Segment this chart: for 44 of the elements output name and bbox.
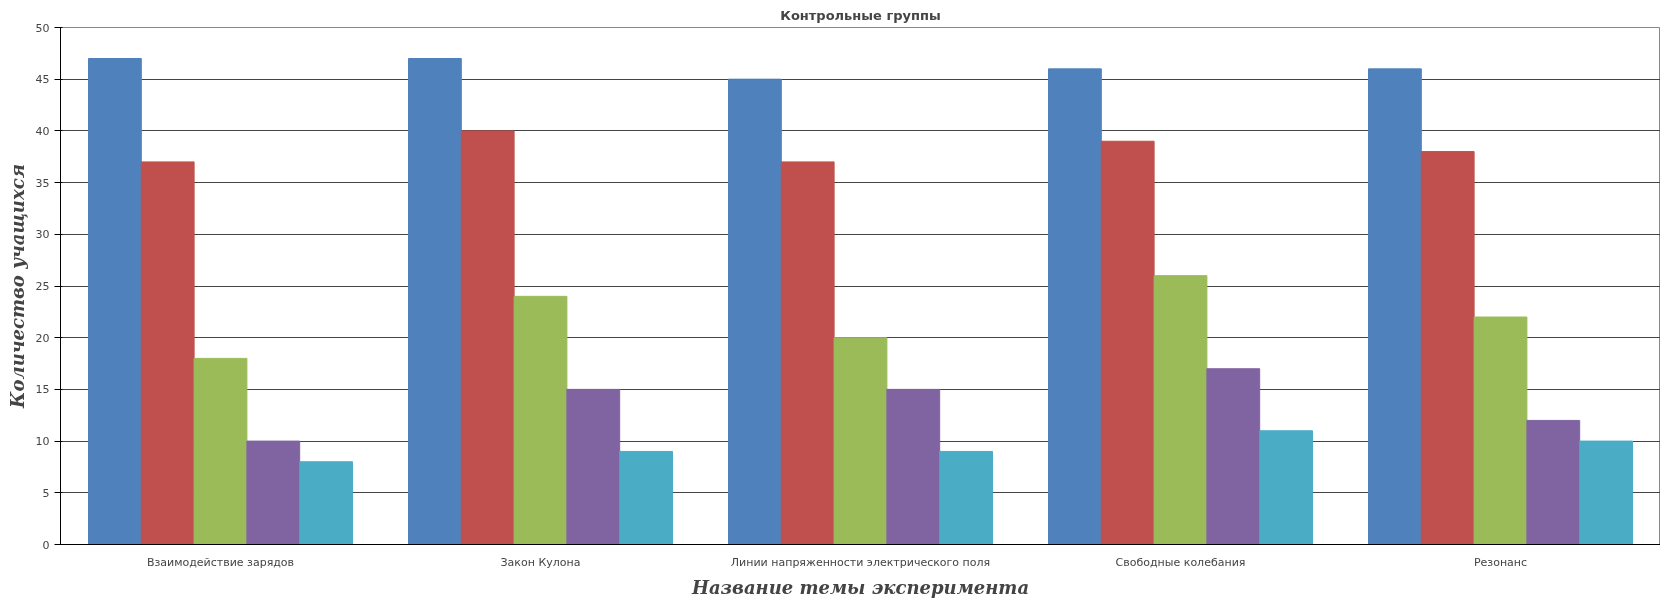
bar [1048, 68, 1102, 545]
x-tick-label: Свободные колебания [1115, 555, 1246, 569]
bar [140, 161, 195, 545]
y-tick-label: 5 [42, 486, 50, 500]
bar [1579, 440, 1633, 545]
x-tick-label: Взаимодействие зарядов [146, 555, 295, 569]
bar [728, 78, 782, 545]
bar [193, 357, 248, 545]
bar [1100, 140, 1155, 545]
bar [1153, 275, 1208, 545]
bar [833, 337, 888, 545]
bar [1368, 68, 1422, 545]
x-tick-label: Линии напряженности электрического поля [730, 555, 991, 569]
bar [886, 388, 941, 545]
y-tick-label: 45 [35, 73, 50, 87]
bar [780, 161, 835, 545]
bar [246, 440, 301, 545]
bar [1420, 151, 1475, 545]
bar [408, 58, 462, 545]
x-axis-title: Название темы эксперимента [690, 576, 1030, 598]
bar [1259, 430, 1313, 545]
y-tick-label: 0 [42, 538, 50, 552]
y-tick-label: 20 [35, 331, 50, 345]
bar [939, 450, 993, 545]
y-tick-label: 30 [35, 228, 50, 242]
bar [513, 295, 568, 545]
bar [566, 388, 621, 545]
y-tick-label: 50 [35, 21, 50, 35]
y-tick-label: 40 [35, 124, 50, 138]
y-tick-label: 25 [35, 280, 50, 293]
y-tick-label: 15 [35, 383, 50, 397]
x-tick-label: Закон Кулона [500, 555, 581, 569]
chart-title: Контрольные группы [780, 7, 941, 23]
x-tick-label: Резонанс [1473, 555, 1528, 569]
bar [88, 58, 142, 545]
bar [1206, 368, 1261, 545]
bar [299, 461, 353, 545]
bar [1473, 316, 1528, 545]
bar [619, 450, 673, 545]
bar [460, 130, 515, 545]
y-tick-label: 35 [35, 176, 50, 190]
y-axis-title: Количество учащихся [6, 164, 28, 409]
y-tick-label: 10 [35, 435, 50, 449]
bar [1526, 419, 1581, 545]
